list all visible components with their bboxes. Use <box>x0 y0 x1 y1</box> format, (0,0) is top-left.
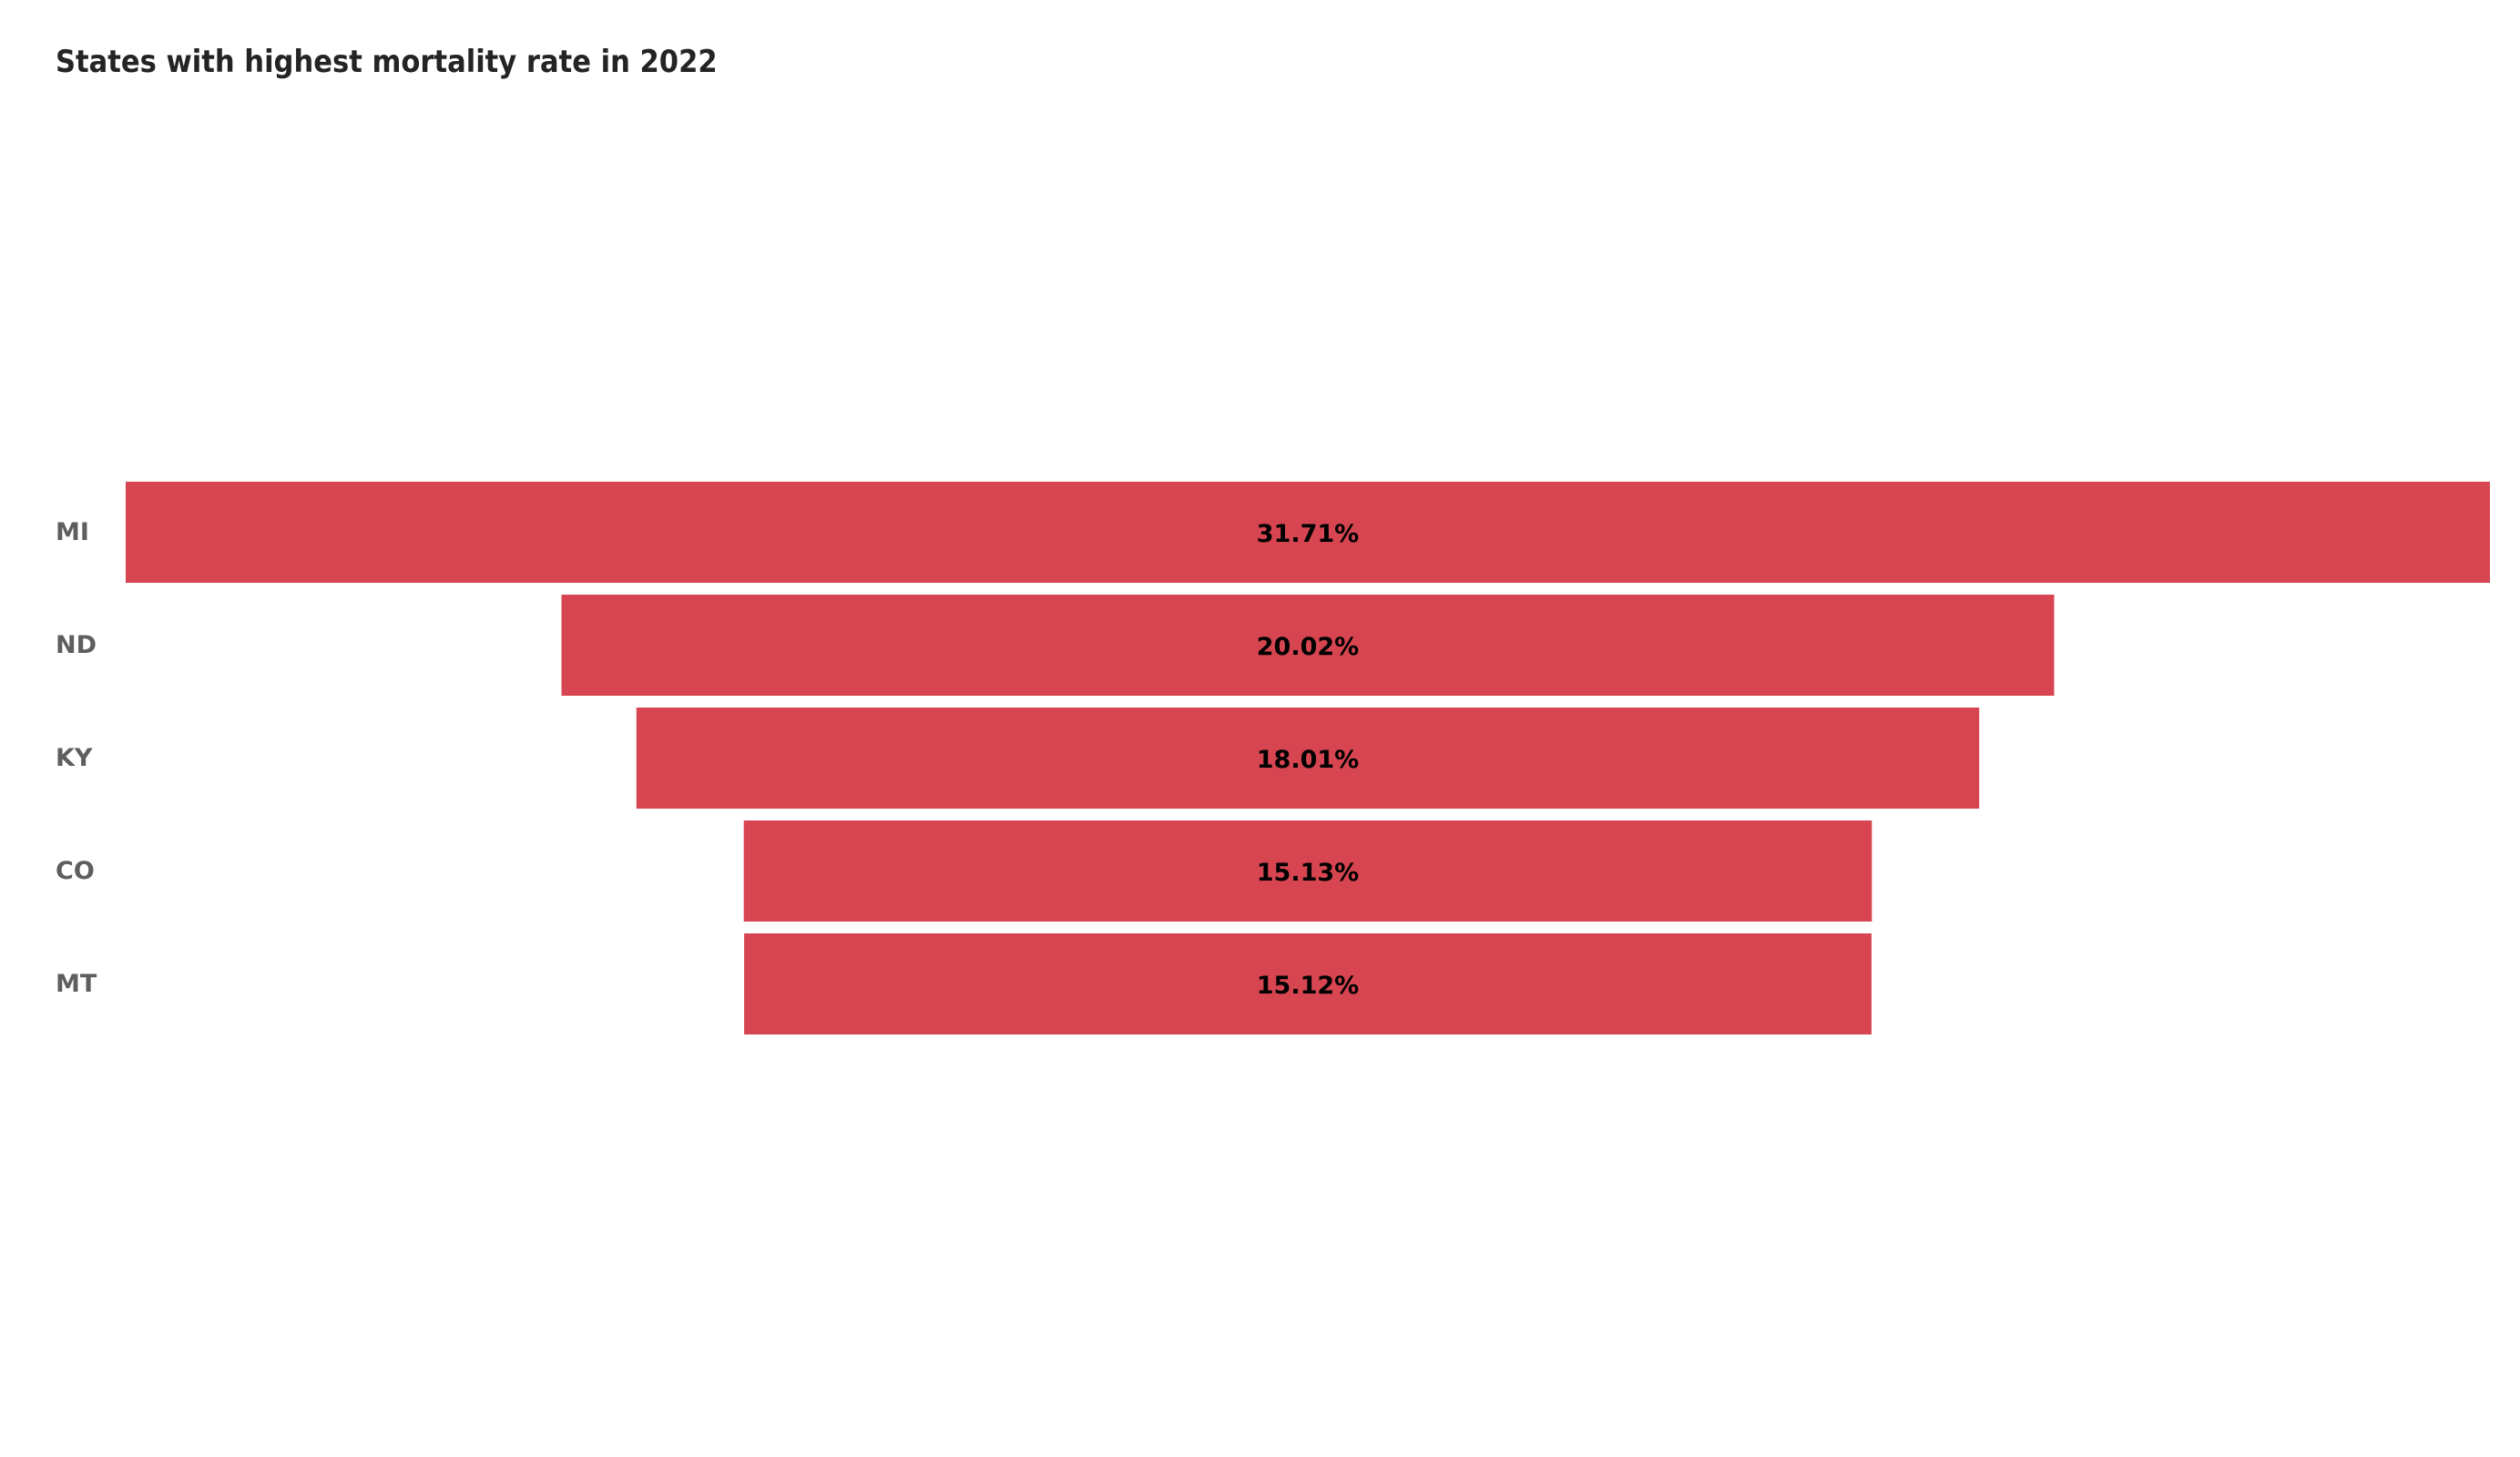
category-label-ky: KY <box>56 744 93 772</box>
category-label-co: CO <box>56 857 95 885</box>
category-label-mt: MT <box>56 970 97 998</box>
funnel-bar-mt[interactable] <box>744 933 1872 1034</box>
funnel-bars <box>126 482 2490 1034</box>
category-labels: MI ND KY CO MT <box>56 518 97 998</box>
funnel-bar-ky[interactable] <box>636 708 1980 809</box>
value-label-co: 15.13% <box>1257 859 1359 887</box>
value-labels: 31.71% 20.02% 18.01% 15.13% 15.12% <box>1257 520 1359 1000</box>
category-label-mi: MI <box>56 518 89 546</box>
value-label-nd: 20.02% <box>1257 633 1359 661</box>
value-label-mi: 31.71% <box>1257 520 1359 548</box>
value-label-ky: 18.01% <box>1257 746 1359 774</box>
chart-title: States with highest mortality rate in 20… <box>56 44 718 80</box>
category-label-nd: ND <box>56 631 97 659</box>
funnel-bar-mi[interactable] <box>126 482 2490 583</box>
funnel-bar-co[interactable] <box>743 820 1872 922</box>
funnel-bar-nd[interactable] <box>561 595 2055 696</box>
value-label-mt: 15.12% <box>1257 972 1359 1000</box>
